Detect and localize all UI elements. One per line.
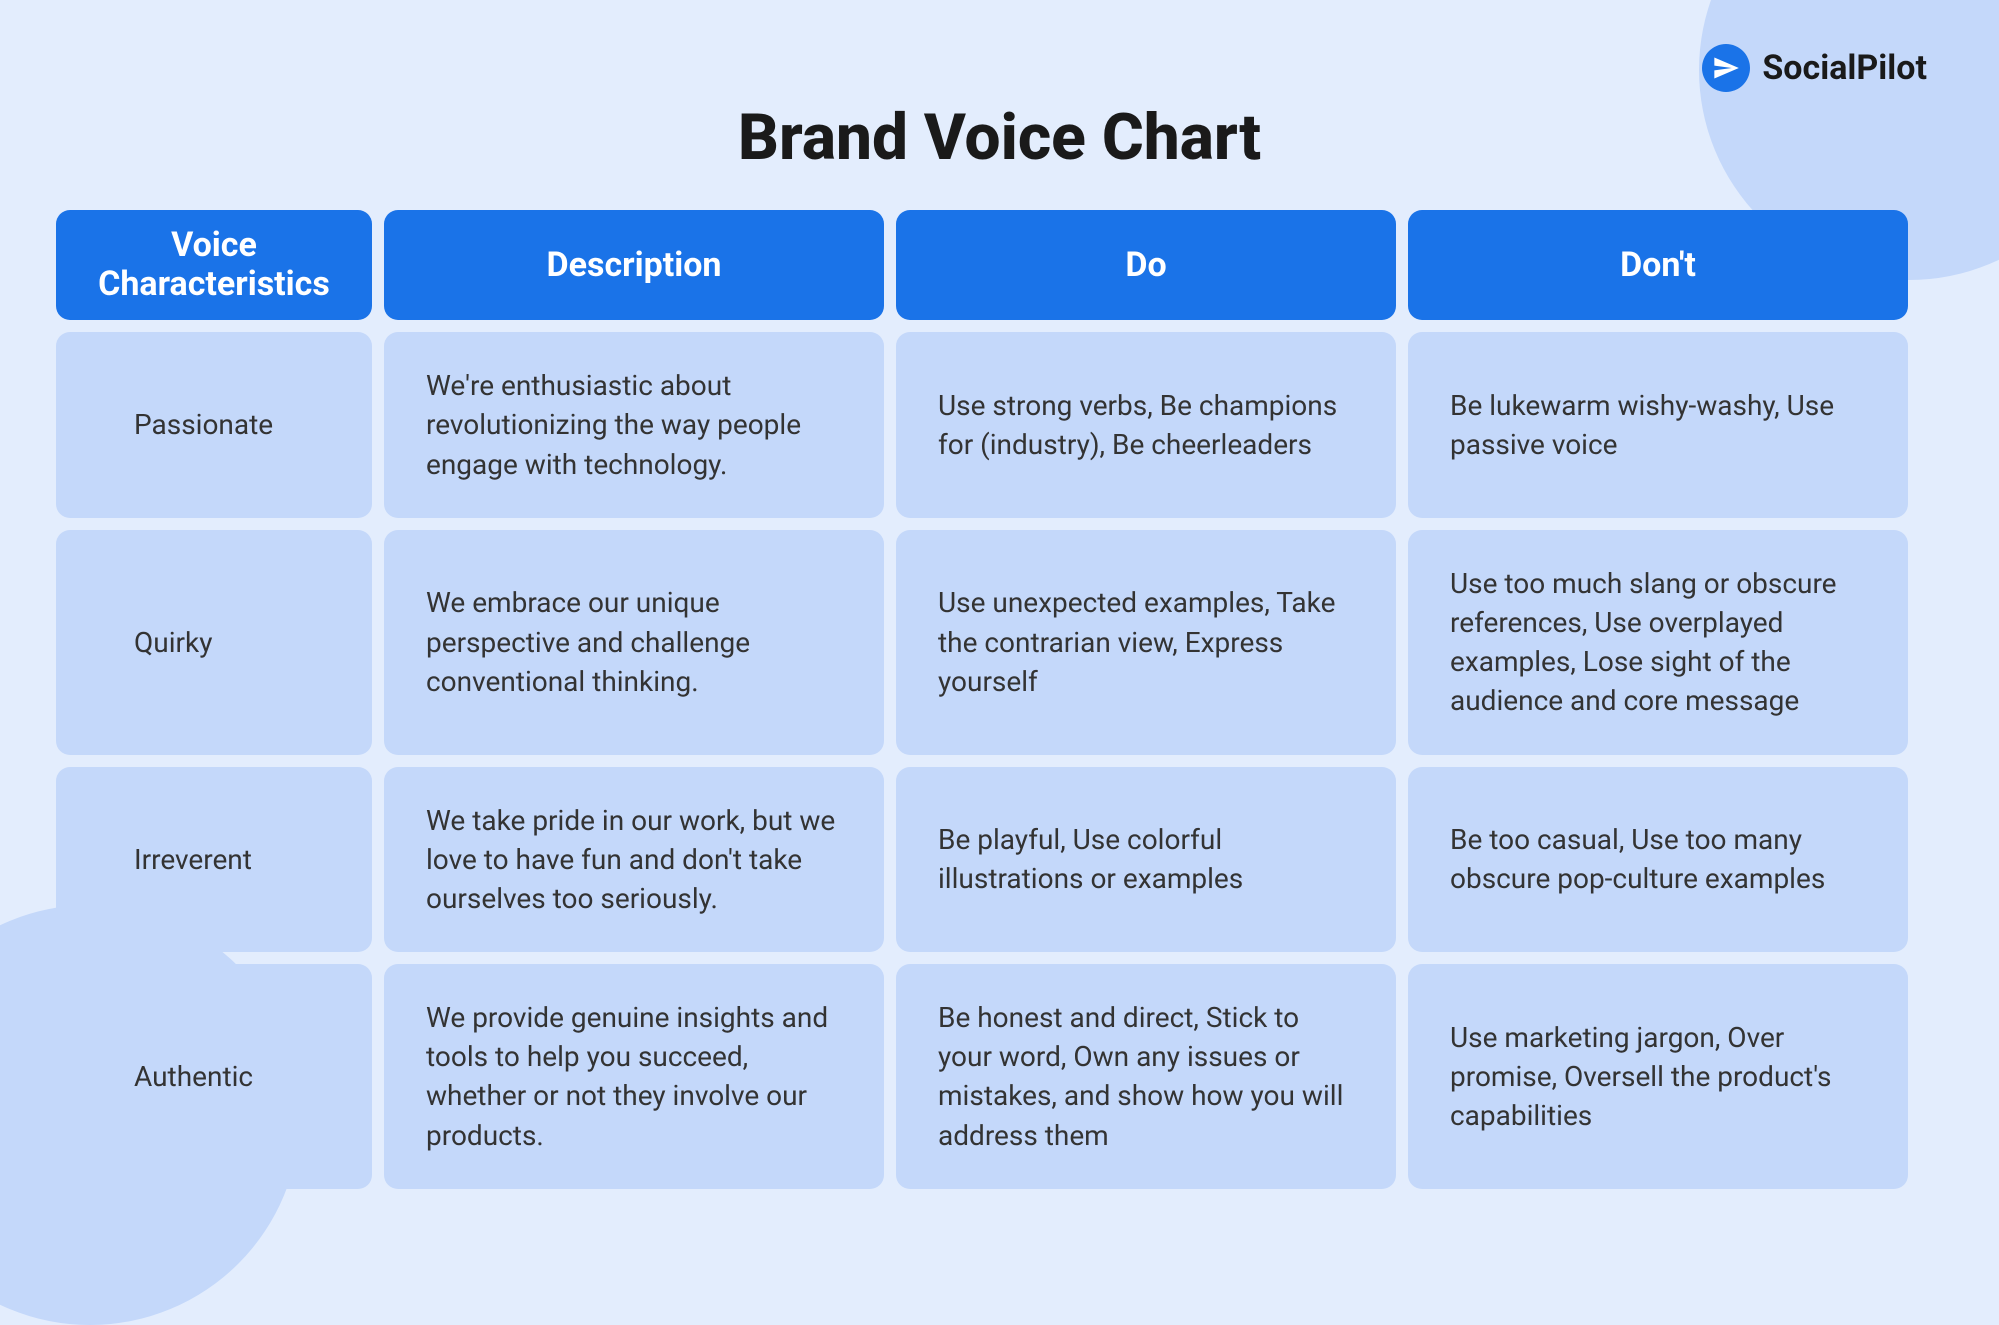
cell-characteristic: Quirky <box>56 530 372 755</box>
paper-plane-icon <box>1702 44 1750 92</box>
cell-dont: Use marketing jargon, Over promise, Over… <box>1408 964 1908 1189</box>
cell-do: Use unexpected examples, Take the contra… <box>896 530 1396 755</box>
brand-logo: SocialPilot <box>1702 44 1927 92</box>
cell-description: We're enthusiastic about revolutionizing… <box>384 332 884 518</box>
brand-voice-table: Voice Characteristics Description Do Don… <box>56 210 1943 1201</box>
cell-description: We provide genuine insights and tools to… <box>384 964 884 1189</box>
cell-dont: Use too much slang or obscure references… <box>1408 530 1908 755</box>
cell-dont: Be lukewarm wishy-washy, Use passive voi… <box>1408 332 1908 518</box>
cell-characteristic: Authentic <box>56 964 372 1189</box>
cell-characteristic: Passionate <box>56 332 372 518</box>
col-header-dont: Don't <box>1408 210 1908 320</box>
table-row: Quirky We embrace our unique perspective… <box>56 530 1943 755</box>
table-row: Irreverent We take pride in our work, bu… <box>56 767 1943 953</box>
col-header-description: Description <box>384 210 884 320</box>
cell-do: Use strong verbs, Be champions for (indu… <box>896 332 1396 518</box>
cell-description: We embrace our unique perspective and ch… <box>384 530 884 755</box>
cell-do: Be honest and direct, Stick to your word… <box>896 964 1396 1189</box>
table-header-row: Voice Characteristics Description Do Don… <box>56 210 1943 320</box>
cell-do: Be playful, Use colorful illustrations o… <box>896 767 1396 953</box>
cell-dont: Be too casual, Use too many obscure pop-… <box>1408 767 1908 953</box>
col-header-do: Do <box>896 210 1396 320</box>
cell-description: We take pride in our work, but we love t… <box>384 767 884 953</box>
logo-text: SocialPilot <box>1762 48 1927 88</box>
cell-characteristic: Irreverent <box>56 767 372 953</box>
col-header-characteristics: Voice Characteristics <box>56 210 372 320</box>
table-row: Passionate We're enthusiastic about revo… <box>56 332 1943 518</box>
page-title: Brand Voice Chart <box>0 100 1999 175</box>
table-row: Authentic We provide genuine insights an… <box>56 964 1943 1189</box>
